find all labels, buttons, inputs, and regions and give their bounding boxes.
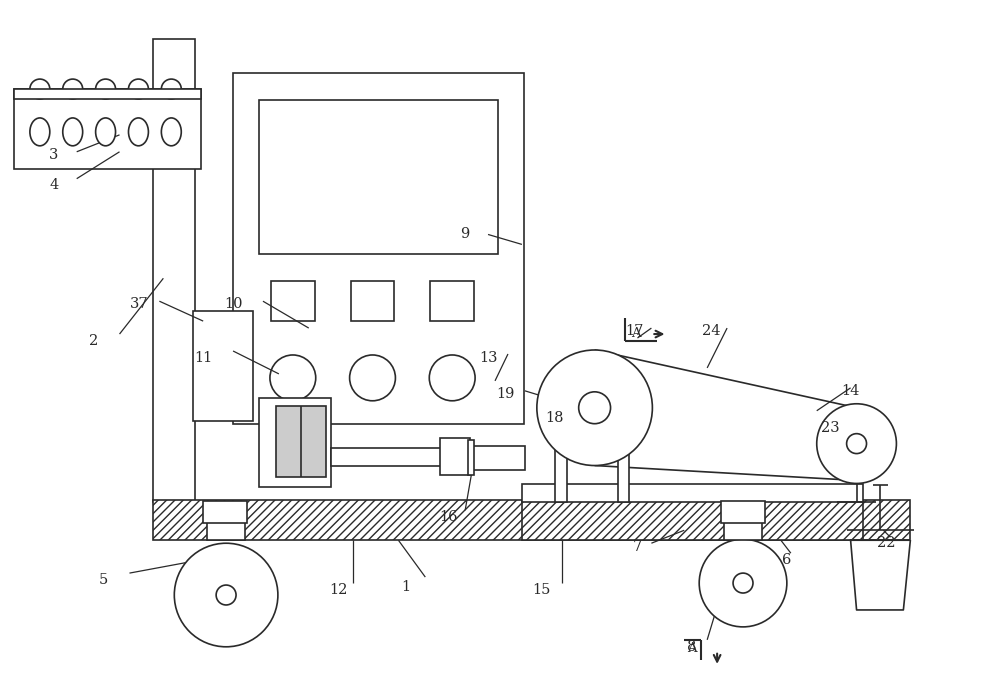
Circle shape	[537, 350, 652, 466]
Bar	[153, 39, 195, 503]
Bar	[721, 501, 765, 523]
Text: 6: 6	[782, 553, 792, 567]
Text: 9: 9	[461, 228, 470, 242]
Text: 7: 7	[633, 540, 642, 554]
Bar	[522, 500, 863, 540]
Bar	[259, 100, 498, 254]
Bar	[331, 448, 445, 466]
Bar	[522, 484, 863, 503]
Text: 5: 5	[99, 573, 108, 587]
Text: 3: 3	[49, 148, 58, 161]
Bar	[276, 406, 326, 477]
Text: 4: 4	[49, 177, 58, 191]
Text: 2: 2	[89, 334, 98, 348]
Text: 11: 11	[194, 351, 212, 365]
Text: 17: 17	[625, 324, 644, 338]
Text: 10: 10	[224, 297, 242, 311]
Text: 1: 1	[401, 580, 410, 594]
Circle shape	[30, 79, 50, 99]
Circle shape	[817, 404, 896, 484]
Ellipse shape	[63, 118, 83, 145]
Text: 8: 8	[687, 640, 696, 654]
Ellipse shape	[30, 118, 50, 145]
Circle shape	[429, 355, 475, 401]
Text: 12: 12	[329, 583, 348, 597]
Bar	[271, 281, 315, 321]
Ellipse shape	[161, 118, 181, 145]
Bar	[203, 501, 247, 523]
Circle shape	[174, 543, 278, 647]
Bar	[14, 89, 201, 99]
Text: 13: 13	[479, 351, 497, 365]
Bar	[351, 281, 394, 321]
Bar	[14, 89, 201, 168]
Text: 16: 16	[439, 510, 457, 524]
Text: 23: 23	[821, 420, 840, 435]
Text: 37: 37	[130, 297, 149, 311]
Bar	[233, 73, 524, 424]
Ellipse shape	[96, 118, 116, 145]
Circle shape	[579, 392, 611, 424]
Circle shape	[128, 79, 148, 99]
Text: A: A	[631, 326, 641, 340]
Bar	[468, 440, 474, 475]
Polygon shape	[851, 540, 910, 610]
Bar	[153, 500, 910, 540]
Text: 14: 14	[841, 383, 860, 398]
Ellipse shape	[128, 118, 148, 145]
Bar	[555, 416, 629, 427]
Bar	[470, 445, 525, 470]
Text: 22: 22	[877, 536, 896, 551]
Bar	[276, 406, 326, 477]
Bar	[207, 521, 245, 540]
Circle shape	[733, 573, 753, 593]
Bar	[724, 521, 762, 540]
Text: 24: 24	[702, 324, 720, 338]
Text: 18: 18	[546, 411, 564, 425]
Circle shape	[350, 355, 395, 401]
Bar	[259, 398, 331, 487]
Bar	[555, 418, 567, 503]
Text: 15: 15	[533, 583, 551, 597]
Circle shape	[161, 79, 181, 99]
Bar	[193, 311, 253, 420]
Circle shape	[847, 434, 867, 454]
Circle shape	[699, 539, 787, 627]
Circle shape	[63, 79, 83, 99]
Circle shape	[270, 355, 316, 401]
Bar	[440, 438, 470, 475]
Text: 19: 19	[496, 387, 514, 401]
Bar	[618, 418, 629, 503]
Circle shape	[96, 79, 116, 99]
Text: A: A	[687, 642, 697, 656]
Circle shape	[216, 585, 236, 605]
Bar	[430, 281, 474, 321]
